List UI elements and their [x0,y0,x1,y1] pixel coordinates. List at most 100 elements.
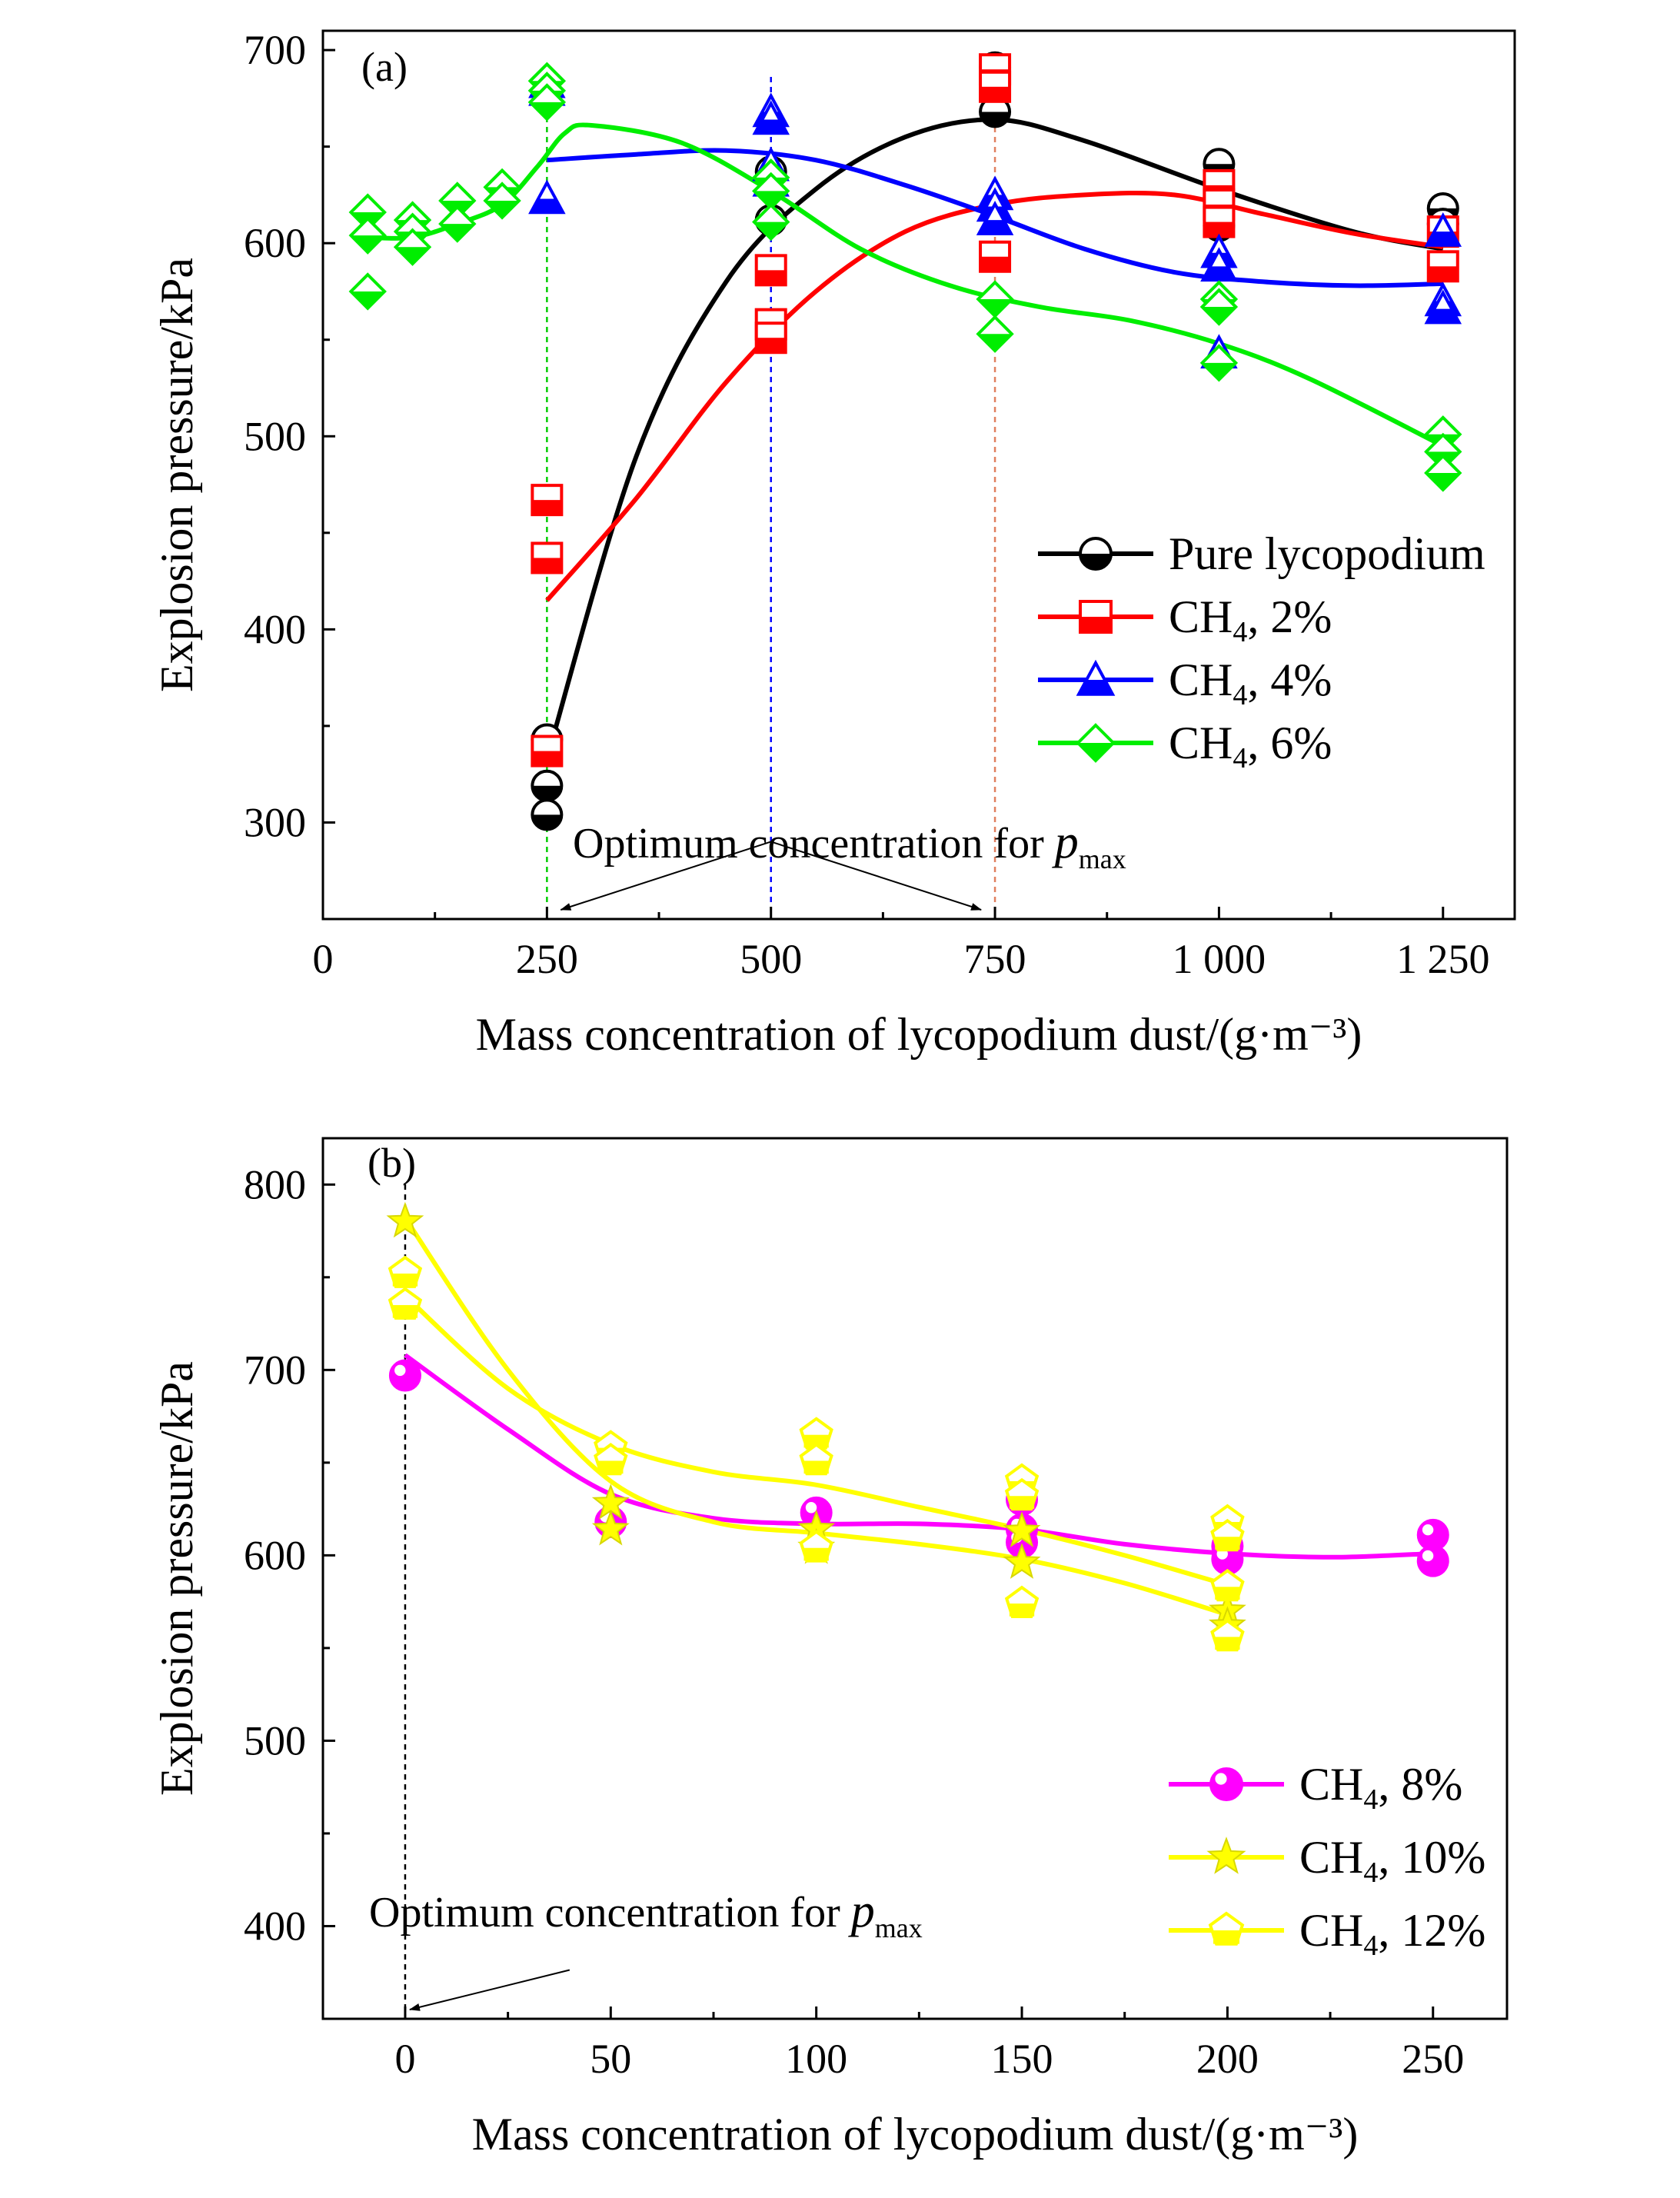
legend-marker-0-highlight [1215,1773,1227,1785]
panel-a: 0 250 500 750 1 000 1 250 300 400 500 600 700 Mass … [151,27,1516,1060]
data-point-2-11-fill [1215,1537,1240,1550]
data-point-1-3-fill [756,270,786,285]
x-tick-label-4: 1 000 [1173,936,1266,982]
x-tick-label-3: 150 [991,2036,1053,2082]
legend-marker-3-fill [1078,743,1113,761]
legend-marker-1 [1206,1837,1246,1874]
x-tick-label-2: 100 [785,2036,847,2082]
data-point-3-14-fill [754,191,788,208]
x-tick-label-0: 0 [394,2036,415,2082]
panel-label: (a) [361,44,408,90]
x-tick-label-5: 1 250 [1396,936,1490,982]
data-point-2-6-fill [803,1547,829,1561]
data-point-3-7-fill [440,224,474,241]
data-point-2-9-fill [979,220,1011,234]
data-point-3-19-fill [1202,307,1236,324]
data-point-3-2-fill [351,291,385,308]
x-tick-label-0: 0 [313,936,334,982]
data-point-1-2-fill [532,751,562,766]
fit-line-3 [368,122,1445,448]
data-point-1-0-fill [532,500,562,515]
x-axis-title: Mass concentration of lycopodium dust/(g… [476,1009,1362,1060]
data-point-3-23-fill [1426,472,1460,490]
y-axis-title: Explosion pressure/kPa [151,1361,202,1796]
optimum-annotation: Optimum concentration for pmax [573,816,1126,874]
data-point-0-0-highlight [394,1364,406,1377]
data-point-1-11-fill [1204,221,1234,237]
annotation-arrow-0 [560,841,772,911]
fit-line-1 [403,1217,1229,1617]
plot-frame [321,29,1516,921]
data-point-0-0 [388,1359,421,1392]
annotation-arrow-0 [408,1969,571,2011]
legend-label-2: CH4, 12% [1299,1905,1485,1962]
data-point-2-13-fill [1215,1637,1240,1650]
x-tick-label-2: 500 [740,936,802,982]
series-2-points [388,1255,1245,1652]
data-point-0-6-fill [980,112,1010,127]
y-tick-label-4: 800 [244,1161,306,1207]
data-point-3-15-fill [754,221,788,239]
x-tick-label-3: 750 [964,936,1026,982]
y-tick-label-2: 600 [244,1532,306,1578]
data-point-2-13-fill [1426,231,1459,245]
data-point-2-3-fill [598,1460,624,1474]
data-point-2-15-fill [1426,308,1459,323]
panel-b: 0 50 100 150 200 250 400 500 600 700 800 Mass conce… [151,1137,1509,2160]
data-point-2-4-fill [754,119,787,134]
data-point-2-8-fill [1009,1496,1035,1509]
annotation-arrow-1 [770,841,983,911]
data-point-2-4-fill [803,1434,829,1448]
data-point-2-11-fill [1203,266,1236,281]
y-tick-label-0: 400 [244,1903,306,1949]
fit-line-2 [403,1294,1229,1587]
data-point-2-9-fill [1009,1604,1035,1617]
legend-label-1: CH4, 10% [1299,1832,1485,1889]
x-tick-label-1: 250 [516,936,578,982]
data-point-3-9-fill [485,200,519,218]
legend-marker-1-fill [1080,617,1111,632]
data-point-1-5 [1003,1511,1041,1547]
legend-marker-0 [1209,1767,1243,1801]
data-point-3-20-fill [1202,362,1236,380]
data-point-0-8-highlight [1422,1524,1434,1536]
y-axis-title: Explosion pressure/kPa [151,258,202,692]
data-point-3-1-fill [351,235,385,253]
legend-label-3: CH4, 6% [1169,718,1332,774]
data-point-1-1-fill [532,558,562,573]
data-point-1-8-fill [980,256,1010,271]
series-3-points [348,62,1462,492]
fit-line-0 [544,117,1444,760]
data-point-1-7-fill [980,86,1010,102]
data-point-3-5-fill [395,247,430,265]
y-tick-label-1: 500 [244,1717,306,1763]
data-point-2-1-fill [392,1304,418,1318]
data-point-1-5-fill [756,338,786,353]
data-point-1-13-fill [1428,266,1458,281]
data-point-2-5-fill [803,1460,829,1474]
data-point-1-2 [591,1509,630,1546]
data-point-1-6 [1003,1543,1041,1579]
fit-line-0 [404,1353,1433,1560]
legend-marker-2-fill [1079,680,1113,694]
data-point-3-17-fill [978,334,1012,351]
optimum-annotation: Optimum concentration for pmax [369,1885,923,1943]
data-point-0-9-highlight [1422,1550,1434,1562]
panel-label: (b) [368,1140,416,1186]
data-point-0-9 [1416,1544,1449,1577]
series-1-points [531,53,1459,768]
y-tick-label-1: 400 [244,606,306,652]
legend-label-2: CH4, 4% [1169,654,1332,711]
legend-marker-0-fill [1080,554,1111,569]
y-tick-label-4: 700 [244,27,306,73]
legend-label-0: Pure lycopodium [1169,528,1485,579]
plot-frame [321,1137,1509,2020]
data-point-2-12-fill [1215,1587,1240,1600]
data-point-0-2-highlight [805,1502,817,1514]
data-point-3-12-fill [530,102,564,119]
data-point-1-0 [386,1201,424,1238]
y-tick-label-3: 700 [244,1347,306,1393]
y-tick-label-0: 300 [244,799,306,845]
y-tick-label-3: 600 [244,220,306,266]
